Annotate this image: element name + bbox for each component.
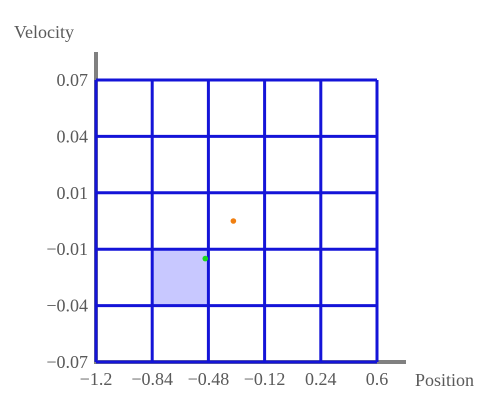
y-tick-label: 0.01 (57, 183, 89, 203)
y-tick-label: 0.07 (57, 70, 89, 90)
data-point (202, 255, 209, 262)
x-tick-label: −1.2 (80, 369, 113, 389)
x-tick-label: 0.6 (366, 369, 389, 389)
y-tick-label: 0.04 (57, 126, 89, 146)
grid-layer (94, 78, 379, 364)
x-tick-label: 0.24 (305, 369, 337, 389)
y-tick-label: −0.07 (46, 352, 88, 372)
x-tick-label: −0.84 (131, 369, 173, 389)
y-axis-title: Velocity (14, 22, 74, 42)
y-tick-label: −0.01 (46, 239, 88, 259)
x-axis-title: Position (415, 370, 474, 390)
y-tick-label: −0.04 (46, 296, 88, 316)
x-tick-labels: −1.2 −0.84 −0.48 −0.12 0.24 0.6 (80, 369, 389, 389)
x-tick-label: −0.12 (244, 369, 286, 389)
x-tick-label: −0.48 (188, 369, 230, 389)
y-tick-labels: −0.07 −0.04 −0.01 0.01 0.04 0.07 (46, 70, 88, 372)
points-layer (202, 218, 237, 262)
data-point (230, 218, 237, 224)
highlight-layer (152, 249, 209, 306)
highlighted-cell (152, 249, 209, 306)
